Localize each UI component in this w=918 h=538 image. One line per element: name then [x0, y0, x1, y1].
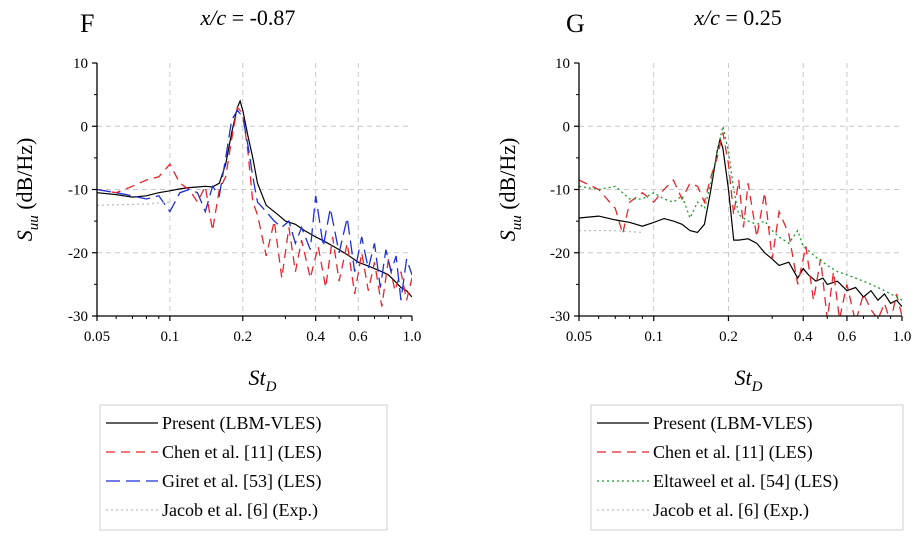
x-tick-label: 0.1	[161, 329, 180, 345]
legend-label: Chen et al. [11] (LES)	[162, 442, 322, 463]
x-tick-label: 0.05	[84, 329, 110, 345]
series-line-0	[579, 136, 902, 307]
x-tick-label: 0.2	[233, 329, 252, 345]
legend-label: Jacob et al. [6] (Exp.)	[162, 500, 318, 521]
x-tick-label: 0.6	[838, 329, 857, 345]
series-line-2	[97, 109, 412, 301]
series-line-3	[97, 201, 170, 206]
panel-g: 10 0 -10 -20 -30 0.05 0.1 0.2 0.4 0.6 1.0 G x/c = 0.…	[495, 5, 912, 531]
legend-box	[590, 404, 904, 531]
y-axis-label: Suu (dB/Hz)	[12, 138, 42, 242]
legend-label: Eltaweel et al. [54] (LES)	[653, 471, 838, 492]
y-tick-label: 0	[81, 119, 89, 135]
x-tick-label: 0.05	[566, 329, 592, 345]
panel-title: x/c = -0.87	[200, 5, 296, 30]
x-tick-label: 1.0	[403, 329, 422, 345]
legend-label: Chen et al. [11] (LES)	[653, 442, 813, 463]
series-line-1	[579, 132, 902, 316]
legend-label: Present (LBM-VLES)	[653, 413, 812, 434]
y-tick-label: -10	[68, 183, 88, 199]
y-tick-label: -30	[550, 309, 570, 325]
panel-title: x/c = 0.25	[693, 5, 782, 30]
legend: Present (LBM-VLES) Chen et al. [11] (LES)…	[590, 404, 904, 531]
x-tick-label: 0.4	[306, 329, 325, 345]
legend-label: Present (LBM-VLES)	[162, 413, 321, 434]
y-tick-label: -20	[68, 246, 88, 262]
panel-label: F	[80, 9, 94, 38]
panel-f: 10 0 -10 -20 -30 0.05 0.1 0.2 0.4 0.6 1.0 F x/c = -0…	[12, 5, 422, 531]
y-axis-label: Suu (dB/Hz)	[495, 138, 525, 242]
series-line-1	[97, 105, 412, 307]
x-tick-label: 1.0	[893, 329, 912, 345]
x-tick-label: 0.1	[644, 329, 663, 345]
y-tick-label: 10	[73, 56, 88, 72]
y-tick-label: 0	[563, 119, 571, 135]
legend-box	[99, 404, 388, 531]
panel-label: G	[566, 9, 585, 38]
y-tick-label: -30	[68, 309, 88, 325]
series-line-3	[579, 229, 643, 234]
x-tick-label: 0.6	[349, 329, 368, 345]
series-line-2	[579, 126, 902, 301]
x-tick-label: 0.2	[719, 329, 738, 345]
y-tick-label: -10	[550, 183, 570, 199]
legend: Present (LBM-VLES) Chen et al. [11] (LES)…	[99, 404, 388, 531]
legend-label: Giret et al. [53] (LES)	[162, 471, 321, 492]
y-tick-label: -20	[550, 246, 570, 262]
x-axis-label: StD	[735, 365, 763, 395]
x-axis-label: StD	[249, 365, 277, 395]
x-tick-label: 0.4	[794, 329, 813, 345]
y-tick-label: 10	[555, 56, 570, 72]
legend-label: Jacob et al. [6] (Exp.)	[653, 500, 809, 521]
